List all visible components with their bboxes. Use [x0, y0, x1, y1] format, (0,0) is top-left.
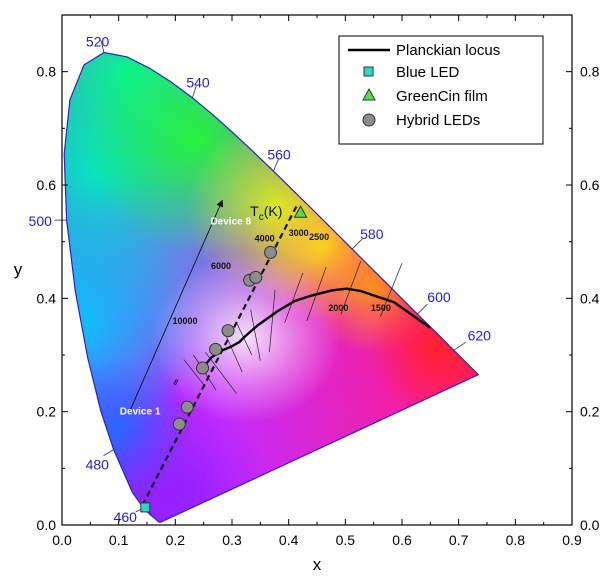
wavelength-tick-560 [272, 159, 279, 172]
isotemperature-line [225, 335, 243, 373]
device-labels: Device 1 Device 8 [120, 217, 252, 418]
wavelength-tick-480 [103, 449, 114, 456]
wavelength-label-580: 580 [360, 226, 384, 242]
wavelength-label-540: 540 [186, 75, 210, 91]
x-tick-label: 0.4 [279, 532, 299, 548]
device-label-device-1: Device 1 [120, 407, 161, 418]
y-tick-label-left: 0.4 [37, 290, 57, 306]
hybrid-led-point-5 [221, 324, 235, 338]
hybrid-led-point-3 [196, 361, 210, 375]
device-label-device-8: Device 8 [210, 217, 251, 228]
ct-label-2500: 2500 [309, 232, 329, 242]
ct-label-2000: 2000 [328, 303, 348, 313]
y-tick-label-right: 0.0 [580, 517, 600, 533]
wavelength-tick-620 [453, 342, 466, 351]
x-tick-label: 0.5 [336, 532, 356, 548]
y-tick-label-left: 0.8 [37, 64, 57, 80]
legend-blue-led-label: Blue LED [396, 64, 460, 81]
ct-label-1500: 1500 [371, 303, 391, 313]
isotemperature-line-6000 [236, 323, 253, 356]
ct-label-4000: 4000 [255, 234, 275, 244]
isotemperature-line [183, 359, 206, 387]
legend-hybrid-marker [362, 113, 376, 127]
x-tick-label: 0.0 [52, 532, 72, 548]
wavelength-label-560: 560 [267, 146, 291, 162]
y-tick-label-right: 0.2 [580, 404, 600, 420]
planckian-locus-line [198, 287, 431, 373]
legend-box [338, 35, 544, 145]
spectral-labels: 460 480 500 520 540 560 580 600 620 [29, 33, 492, 525]
y-tick-label-right: 0.4 [580, 290, 600, 306]
hybrid-led-point-7 [249, 270, 263, 284]
hybrid-led-point-2 [180, 400, 194, 414]
y-tick-label-right: 0.6 [580, 177, 600, 193]
wavelength-label-460: 460 [114, 509, 138, 525]
device-direction-arrow [129, 199, 224, 411]
isotemperature-line [250, 309, 261, 361]
tc-sub: c [259, 212, 264, 223]
x-tick-label: 0.3 [222, 532, 242, 548]
violet-glow [90, 400, 272, 523]
y-tick-label-right: 0.8 [580, 64, 600, 80]
ct-label-infinity: ∞ [170, 376, 182, 387]
data-points [140, 205, 308, 513]
legend-blue-led-marker [363, 66, 374, 77]
isotemperature-line-1500 [380, 263, 403, 317]
ct-labels: 10000 6000 4000 3000 2500 2000 1500 ∞ [170, 228, 391, 387]
legend-greencin-marker [362, 87, 376, 101]
x-tick-label: 0.2 [166, 532, 186, 548]
wavelength-label-480: 480 [86, 457, 110, 473]
wavelength-label-600: 600 [427, 289, 451, 305]
x-tick-label: 0.6 [392, 532, 412, 548]
y-tick-label-left: 0.6 [37, 177, 57, 193]
x-tick-label: 0.9 [562, 532, 582, 548]
y-tick-label-left: 0.2 [37, 404, 57, 420]
x-tick-label: 0.8 [506, 532, 526, 548]
isotemperature-lines [183, 261, 403, 394]
legend-greencin-label: GreenCin film [396, 88, 488, 105]
y-axis-title: y [14, 260, 23, 279]
wavelength-tick-600 [417, 303, 428, 315]
y-tick-label-left: 0.0 [37, 517, 57, 533]
hybrid-led-point-1 [172, 417, 186, 431]
wavelength-tick-520 [100, 40, 105, 53]
hybrid-led-point-8 [264, 245, 278, 259]
wavelength-label-520: 520 [86, 33, 110, 49]
wavelength-label-500: 500 [29, 213, 53, 229]
legend-planckian-label: Planckian locus [396, 42, 500, 59]
isotemperature-line-3000 [284, 272, 304, 323]
legend-hybrid-label: Hybrid LEDs [396, 112, 480, 129]
ct-label-6000: 6000 [211, 261, 231, 271]
wavelength-tick-540 [191, 85, 197, 98]
tc-main: T [250, 203, 259, 219]
tc-label: Tc(K) [250, 203, 282, 223]
axes: 0.0 0.1 0.2 0.3 0.4 0.5 0.6 0.7 0.8 0.90.0 0.00.2 0… [14, 14, 600, 574]
isotemperature-line-2000 [340, 261, 361, 315]
ct-label-10000: 10000 [173, 316, 198, 326]
greencin-film-point [293, 205, 308, 218]
wavelength-tick-580 [351, 238, 363, 250]
x-axis-title: x [313, 555, 322, 574]
isotemperature-line-4000 [269, 289, 276, 353]
ct-label-3000: 3000 [289, 228, 309, 238]
white-point-glow [151, 253, 342, 423]
wavelength-label-620: 620 [468, 327, 492, 343]
x-tick-label: 0.1 [109, 532, 129, 548]
hybrid-led-point-4 [209, 342, 223, 356]
legend: Planckian locus Blue LED GreenCin film H… [338, 35, 544, 145]
blue-led-point [140, 502, 151, 513]
tc-suffix: (K) [264, 203, 283, 219]
spectral-locus-outline [63, 51, 480, 523]
x-tick-label: 0.7 [449, 532, 469, 548]
